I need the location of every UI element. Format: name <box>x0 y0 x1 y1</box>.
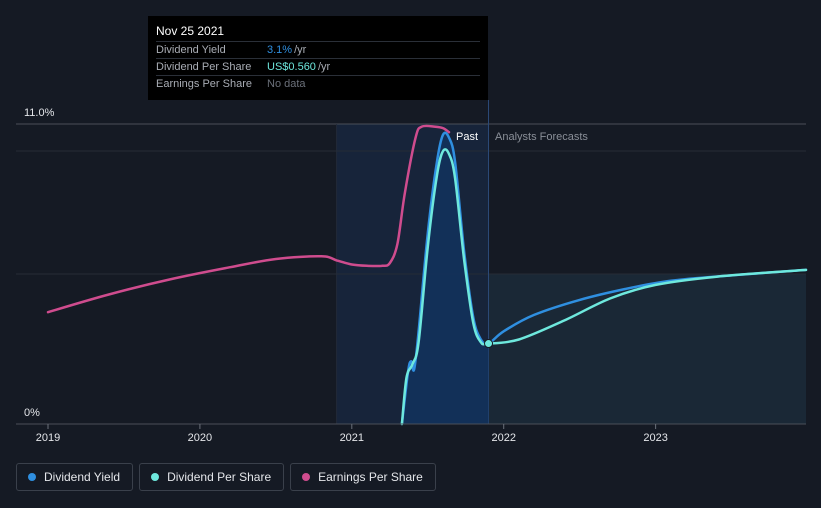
tooltip-row-dividend-yield: Dividend Yield 3.1%/yr <box>156 41 480 58</box>
x-tick-label: 2022 <box>491 432 515 444</box>
earnings-per-share-line <box>46 124 451 314</box>
tooltip-row-dividend-per-share: Dividend Per Share US$0.560/yr <box>156 58 480 75</box>
hover-tooltip: Nov 25 2021 Dividend Yield 3.1%/yr Divid… <box>148 16 488 100</box>
dividend-per-share-line <box>400 148 808 426</box>
legend-item-dividend-yield[interactable]: Dividend Yield <box>16 463 134 491</box>
x-tick-label: 2020 <box>188 432 212 444</box>
legend-item-earnings-per-share[interactable]: Earnings Per Share <box>290 463 436 491</box>
tooltip-label: Dividend Per Share <box>156 61 252 73</box>
legend-dot-icon <box>28 473 36 481</box>
x-tick-label: 2019 <box>36 432 60 444</box>
legend-dot-icon <box>151 473 160 481</box>
tooltip-value-dividend-per-share: US$0.560/yr <box>267 61 331 73</box>
past-region-label: Past <box>456 131 478 143</box>
legend-label: Dividend Per Share <box>167 470 272 484</box>
y-tick-label: 0% <box>24 407 40 419</box>
x-tick-label: 2021 <box>340 432 364 444</box>
legend-item-dividend-per-share[interactable]: Dividend Per Share <box>139 463 285 491</box>
tooltip-label: Dividend Yield <box>156 44 226 56</box>
area-fill <box>401 132 489 424</box>
tooltip-label: Earnings Per Share <box>156 78 252 90</box>
tooltip-date: Nov 25 2021 <box>156 24 225 38</box>
tooltip-value-earnings-per-share: No data <box>267 78 306 90</box>
forecast-region-label: Analysts Forecasts <box>495 131 588 143</box>
forecast-region-band <box>488 274 806 424</box>
dividend-yield-area <box>401 132 489 424</box>
axes: 2019 2020 2021 2022 2023 11.0% 0% <box>16 107 806 444</box>
chart-legend: Dividend Yield Dividend Per Share Earnin… <box>16 463 436 491</box>
legend-label: Earnings Per Share <box>318 470 423 484</box>
legend-dot-icon <box>302 473 311 481</box>
tooltip-value-dividend-yield: 3.1%/yr <box>267 44 307 56</box>
series-lines <box>46 124 808 426</box>
x-tick-label: 2023 <box>643 432 667 444</box>
y-tick-label: 11.0% <box>24 107 55 119</box>
current-point-marker <box>484 339 494 349</box>
tooltip-row-earnings-per-share: Earnings Per Share No data <box>156 75 480 92</box>
gridlines <box>16 100 806 424</box>
legend-label: Dividend Yield <box>44 470 121 484</box>
